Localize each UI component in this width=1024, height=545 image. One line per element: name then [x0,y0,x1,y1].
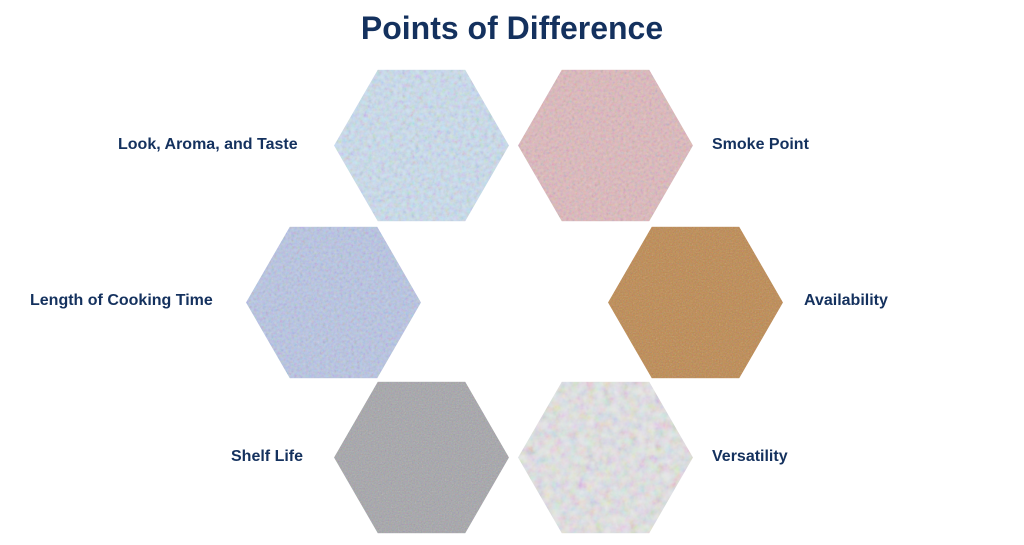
hexagon-texture-availability [608,215,783,390]
label-shelf-life: Shelf Life [231,448,303,466]
hexagon-look-aroma-taste [334,58,509,233]
page-title: Points of Difference [0,10,1024,47]
hexagon-availability [608,215,783,390]
hexagon-texture-look-aroma-taste [334,58,509,233]
label-look-aroma-taste: Look, Aroma, and Taste [118,136,298,154]
hexagon-texture-cooking-time [246,215,421,390]
hexagon-smoke-point [518,58,693,233]
hexagon-texture-versatility [518,370,693,545]
label-cooking-time: Length of Cooking Time [30,292,213,310]
hexagon-texture-smoke-point [518,58,693,233]
label-availability: Availability [804,292,888,310]
hexagon-shelf-life [334,370,509,545]
label-versatility: Versatility [712,448,788,466]
hexagon-texture-shelf-life [334,370,509,545]
label-smoke-point: Smoke Point [712,136,809,154]
hexagon-cooking-time [246,215,421,390]
hexagon-versatility [518,370,693,545]
